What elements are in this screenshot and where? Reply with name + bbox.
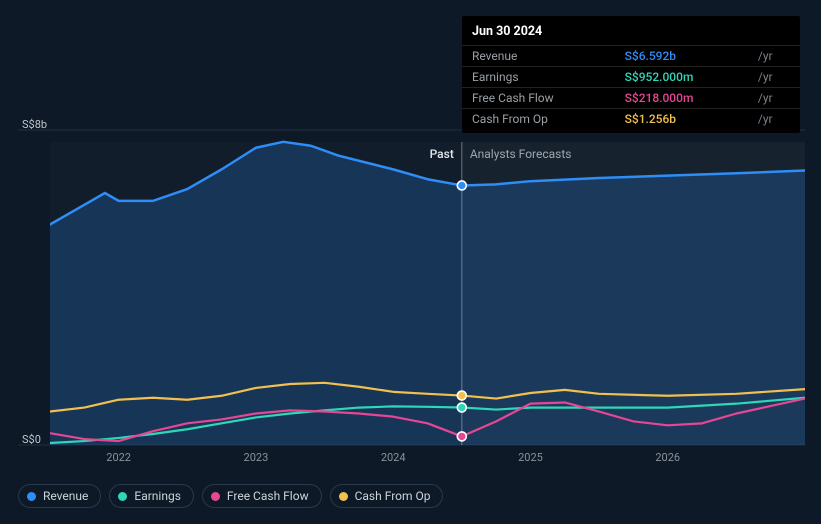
svg-text:2023: 2023 [244, 451, 269, 464]
svg-text:2022: 2022 [106, 451, 131, 464]
tooltip-row-value: S$218.000m [615, 88, 748, 109]
tooltip-row-unit: /yr [748, 46, 800, 67]
svg-text:2024: 2024 [381, 451, 406, 464]
legend-dot-icon [118, 492, 127, 501]
tooltip-table: RevenueS$6.592b/yrEarningsS$952.000m/yrF… [462, 45, 800, 129]
legend-item[interactable]: Cash From Op [330, 484, 444, 508]
chart-container: S$0 S$8b 2022 2023 2024 2025 2026 Past Analysts … [0, 0, 821, 524]
tooltip-date: Jun 30 2024 [462, 24, 800, 45]
tooltip-row: Cash From OpS$1.256b/yr [462, 109, 800, 130]
chart-tooltip: Jun 30 2024 RevenueS$6.592b/yrEarningsS$… [462, 16, 800, 133]
legend-item[interactable]: Free Cash Flow [202, 484, 322, 508]
legend-dot-icon [339, 492, 348, 501]
tooltip-row-label: Revenue [462, 46, 615, 67]
svg-text:2026: 2026 [655, 451, 680, 464]
legend-label: Revenue [43, 489, 88, 503]
tooltip-row-unit: /yr [748, 88, 800, 109]
chart-legend: Revenue Earnings Free Cash Flow Cash From O… [18, 484, 443, 508]
legend-label: Cash From Op [355, 489, 431, 503]
tooltip-row-value: S$1.256b [615, 109, 748, 130]
tooltip-row-unit: /yr [748, 109, 800, 130]
legend-item[interactable]: Revenue [18, 484, 101, 508]
tooltip-row-label: Cash From Op [462, 109, 615, 130]
legend-dot-icon [211, 492, 220, 501]
tooltip-row-label: Free Cash Flow [462, 88, 615, 109]
tooltip-row-value: S$6.592b [615, 46, 748, 67]
tooltip-row-unit: /yr [748, 67, 800, 88]
svg-text:Past: Past [430, 147, 454, 161]
svg-text:Analysts Forecasts: Analysts Forecasts [470, 147, 572, 161]
tooltip-row: RevenueS$6.592b/yr [462, 46, 800, 67]
tooltip-row: Free Cash FlowS$218.000m/yr [462, 88, 800, 109]
svg-text:S$0: S$0 [22, 433, 41, 446]
svg-text:2025: 2025 [518, 451, 543, 464]
tooltip-row-value: S$952.000m [615, 67, 748, 88]
legend-label: Free Cash Flow [227, 489, 309, 503]
legend-label: Earnings [134, 489, 181, 503]
svg-text:S$8b: S$8b [22, 118, 47, 131]
legend-dot-icon [27, 492, 36, 501]
tooltip-row-label: Earnings [462, 67, 615, 88]
legend-item[interactable]: Earnings [109, 484, 194, 508]
tooltip-row: EarningsS$952.000m/yr [462, 67, 800, 88]
